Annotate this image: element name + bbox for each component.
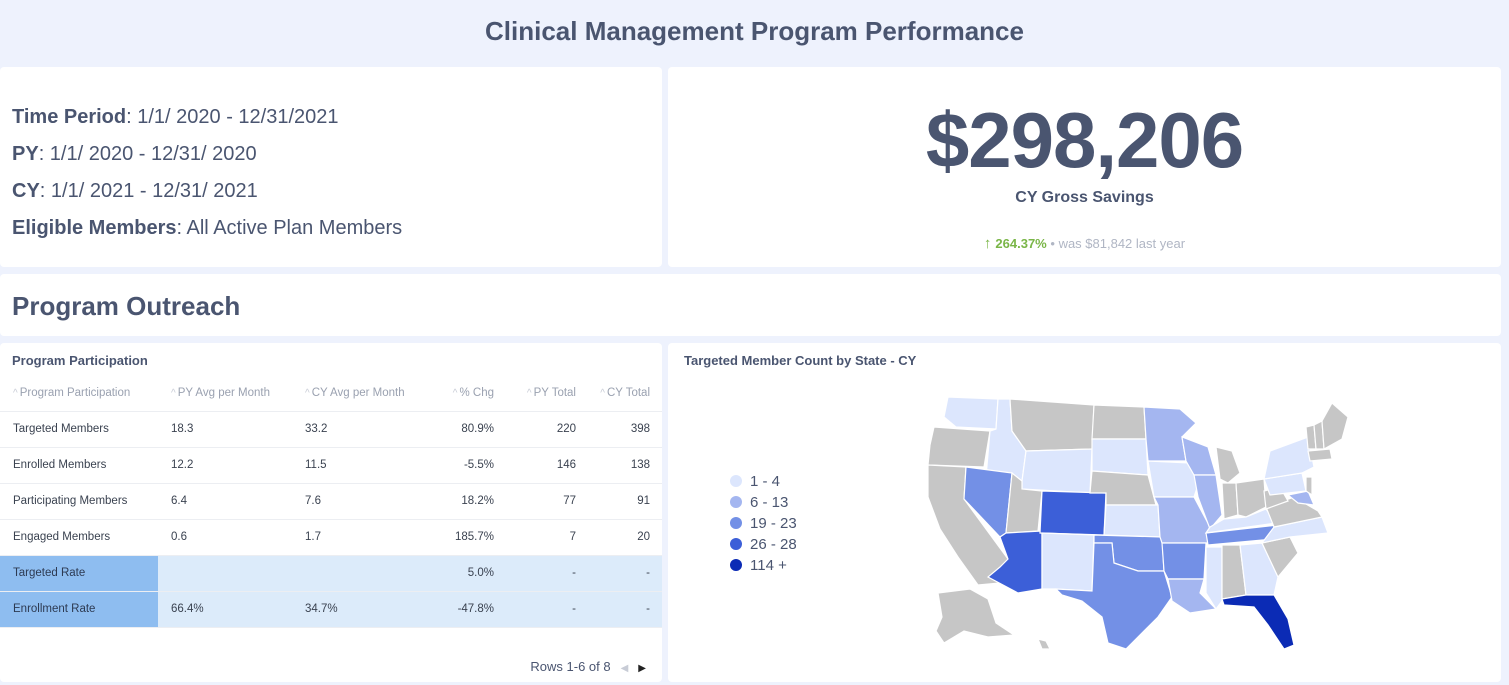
state-michigan[interactable] bbox=[1215, 446, 1241, 484]
gross-savings-kpi-card[interactable]: $298,206 CY Gross Savings ↑ 264.37% • was… bbox=[668, 67, 1501, 267]
table-row[interactable]: Engaged Members 0.6 1.7 185.7% 7 20 bbox=[0, 519, 662, 556]
kpi-previous-value: was $81,842 bbox=[1058, 236, 1133, 251]
legend-item[interactable]: 114 + bbox=[730, 555, 797, 576]
state-maine[interactable] bbox=[1321, 402, 1349, 450]
state-massachusetts[interactable] bbox=[1307, 448, 1333, 462]
legend-swatch bbox=[730, 559, 742, 571]
legend-swatch bbox=[730, 517, 742, 529]
state-indiana[interactable] bbox=[1221, 482, 1239, 520]
state-florida[interactable] bbox=[1221, 594, 1295, 650]
state-hawaii[interactable] bbox=[1037, 638, 1051, 650]
kpi-label: CY Gross Savings bbox=[1015, 189, 1154, 206]
participation-table: ^ Program Participation ^ PY Avg per Month… bbox=[0, 375, 662, 628]
kpi-change-percent: 264.37% bbox=[995, 236, 1047, 251]
sort-caret-icon: ^ bbox=[526, 387, 532, 399]
state-kansas[interactable] bbox=[1103, 504, 1161, 538]
state-new-mexico[interactable] bbox=[1041, 532, 1095, 592]
next-page-icon[interactable]: ▶ bbox=[638, 663, 646, 674]
legend-swatch bbox=[730, 496, 742, 508]
py-period-line: PY: 1/1/ 2020 - 12/31/ 2020 bbox=[12, 143, 257, 165]
legend-item[interactable]: 1 - 4 bbox=[730, 471, 797, 492]
column-header-cy-avg[interactable]: ^ CY Avg per Month bbox=[292, 375, 426, 412]
legend-swatch bbox=[730, 538, 742, 550]
map-title: Targeted Member Count by State - CY bbox=[684, 353, 917, 368]
state-new-york[interactable] bbox=[1263, 436, 1315, 480]
legend-swatch bbox=[730, 475, 742, 487]
legend-item[interactable]: 19 - 23 bbox=[730, 513, 797, 534]
state-colorado[interactable] bbox=[1039, 490, 1107, 536]
cy-period-line: CY: 1/1/ 2021 - 12/31/ 2021 bbox=[12, 180, 258, 202]
state-washington[interactable] bbox=[943, 396, 999, 430]
program-participation-card: Program Participation ^ Program Participa… bbox=[0, 343, 662, 682]
program-outreach-header: Program Outreach bbox=[0, 274, 1501, 336]
column-header-py-total[interactable]: ^ PY Total bbox=[500, 375, 582, 412]
column-header-py-avg[interactable]: ^ PY Avg per Month bbox=[158, 375, 292, 412]
state-ohio[interactable] bbox=[1235, 478, 1267, 518]
state-illinois[interactable] bbox=[1193, 474, 1223, 531]
state-alaska[interactable] bbox=[935, 588, 1016, 644]
column-header-program-participation[interactable]: ^ Program Participation bbox=[0, 375, 158, 412]
sort-caret-icon: ^ bbox=[600, 387, 605, 399]
pager-text: Rows 1-6 of 8 bbox=[530, 659, 611, 674]
state-north-dakota[interactable] bbox=[1091, 404, 1147, 440]
column-header-cy-total[interactable]: ^ CY Total bbox=[582, 375, 662, 412]
state-maryland[interactable] bbox=[1286, 490, 1315, 506]
table-title: Program Participation bbox=[12, 353, 148, 368]
legend-item[interactable]: 6 - 13 bbox=[730, 492, 797, 513]
kpi-period-text: last year bbox=[1135, 236, 1186, 251]
kpi-value: $298,206 bbox=[925, 96, 1244, 184]
kpi-separator: • bbox=[1050, 236, 1055, 251]
table-header-row: ^ Program Participation ^ PY Avg per Month… bbox=[0, 375, 662, 412]
sort-caret-icon: ^ bbox=[452, 387, 458, 399]
section-title: Program Outreach bbox=[12, 291, 241, 321]
arrow-up-icon: ↑ bbox=[983, 235, 992, 252]
legend-item[interactable]: 26 - 28 bbox=[730, 534, 797, 555]
state-south-dakota[interactable] bbox=[1091, 438, 1149, 476]
state-wyoming[interactable] bbox=[1021, 448, 1093, 494]
map-legend: 1 - 4 6 - 13 19 - 23 26 - 28 114 + bbox=[730, 471, 797, 576]
state-texas[interactable] bbox=[1054, 542, 1173, 650]
us-state-map[interactable] bbox=[918, 387, 1358, 663]
table-row[interactable]: Enrollment Rate 66.4% 34.7% -47.8% - - bbox=[0, 591, 662, 628]
program-info-card: Time Period: 1/1/ 2020 - 12/31/2021 PY: … bbox=[0, 67, 662, 267]
time-period-line: Time Period: 1/1/ 2020 - 12/31/2021 bbox=[12, 106, 339, 128]
state-new-jersey[interactable] bbox=[1305, 476, 1313, 497]
table-row[interactable]: Targeted Members 18.3 33.2 80.9% 220 398 bbox=[0, 411, 662, 448]
column-header-pct-chg[interactable]: ^% Chg bbox=[426, 375, 500, 412]
state-iowa[interactable] bbox=[1147, 460, 1199, 498]
previous-page-icon[interactable]: ◀ bbox=[620, 663, 629, 674]
state-oregon[interactable] bbox=[927, 426, 991, 468]
table-row[interactable]: Participating Members 6.4 7.6 18.2% 77 91 bbox=[0, 483, 662, 520]
table-pager: Rows 1-6 of 8 ◀ ▶ bbox=[530, 659, 646, 674]
table-row[interactable]: Enrolled Members 12.2 11.5 -5.5% 146 138 bbox=[0, 447, 662, 484]
sort-caret-icon: ^ bbox=[13, 387, 18, 399]
kpi-change: ↑ 264.37% • was $81,842 last year bbox=[668, 235, 1501, 252]
sort-caret-icon: ^ bbox=[305, 387, 310, 399]
state-arkansas[interactable] bbox=[1161, 542, 1207, 580]
page-title: Clinical Management Program Performance bbox=[485, 16, 1024, 46]
state-mississippi[interactable] bbox=[1205, 546, 1223, 611]
state-map-card: Targeted Member Count by State - CY 1 - … bbox=[668, 343, 1501, 682]
state-montana[interactable] bbox=[1009, 398, 1095, 452]
state-georgia[interactable] bbox=[1239, 542, 1279, 596]
sort-caret-icon: ^ bbox=[171, 387, 176, 399]
eligible-members-line: Eligible Members: All Active Plan Member… bbox=[12, 217, 403, 239]
table-row[interactable]: Targeted Rate 5.0% - - bbox=[0, 555, 662, 592]
